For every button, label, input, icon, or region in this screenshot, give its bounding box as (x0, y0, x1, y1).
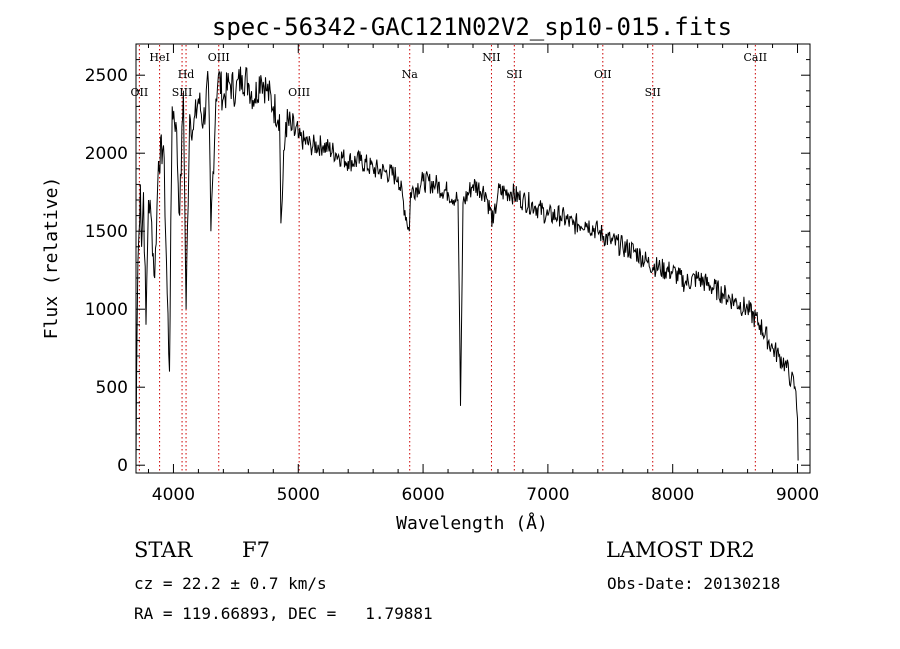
line-label-oiii: OIII (288, 86, 310, 99)
line-label-na: Na (402, 68, 419, 81)
x-tick-label: 8000 (651, 485, 694, 505)
x-tick-label: 7000 (526, 485, 569, 505)
y-axis-ticks: 0 500 1000 1500 2000 2500 (85, 59, 810, 476)
spectrum-series-line (135, 66, 799, 466)
y-tick-label: 1000 (85, 300, 128, 320)
line-label-oii: OII (594, 68, 612, 81)
x-tick-label: 6000 (401, 485, 444, 505)
plot-frame (135, 43, 811, 474)
y-tick-label: 0 (117, 456, 128, 476)
x-tick-label: 5000 (277, 485, 320, 505)
x-axis-ticks: 4000 5000 6000 7000 8000 9000 (147, 44, 819, 505)
line-label-sii: SII (645, 86, 661, 99)
line-label-siii: SIII (172, 86, 193, 99)
emission-line-markers: OII HeI Hd SIII OIII OIII Na NII SII OII SII CaII (131, 45, 767, 473)
survey-name: LAMOST DR2 (606, 538, 755, 562)
line-label-oiii: OIII (208, 51, 230, 64)
y-tick-label: 2500 (85, 66, 128, 86)
x-tick-label: 4000 (152, 485, 195, 505)
coordinates-text: RA = 119.66893, DEC = 1.79881 (134, 604, 433, 623)
line-label-oii: OII (131, 86, 149, 99)
y-tick-label: 500 (96, 378, 128, 398)
x-axis-label: Wavelength (Å) (396, 512, 548, 534)
line-label-nii: NII (482, 51, 500, 64)
obs-date-text: Obs-Date: 20130218 (607, 574, 781, 593)
line-label-sii: SII (506, 68, 522, 81)
y-tick-label: 1500 (85, 222, 128, 242)
x-tick-label: 9000 (776, 485, 819, 505)
object-class: STAR (134, 538, 193, 562)
chart-title: spec-56342-GAC121N02V2_sp10-015.fits (212, 13, 732, 41)
line-label-hd: Hd (178, 68, 195, 81)
y-axis-label: Flux (relative) (41, 177, 62, 340)
line-label-hei: HeI (149, 51, 169, 64)
line-label-caii: CaII (743, 51, 767, 64)
spectral-subclass: F7 (242, 538, 270, 562)
y-tick-label: 2000 (85, 144, 128, 164)
redshift-text: cz = 22.2 ± 0.7 km/s (134, 574, 327, 593)
